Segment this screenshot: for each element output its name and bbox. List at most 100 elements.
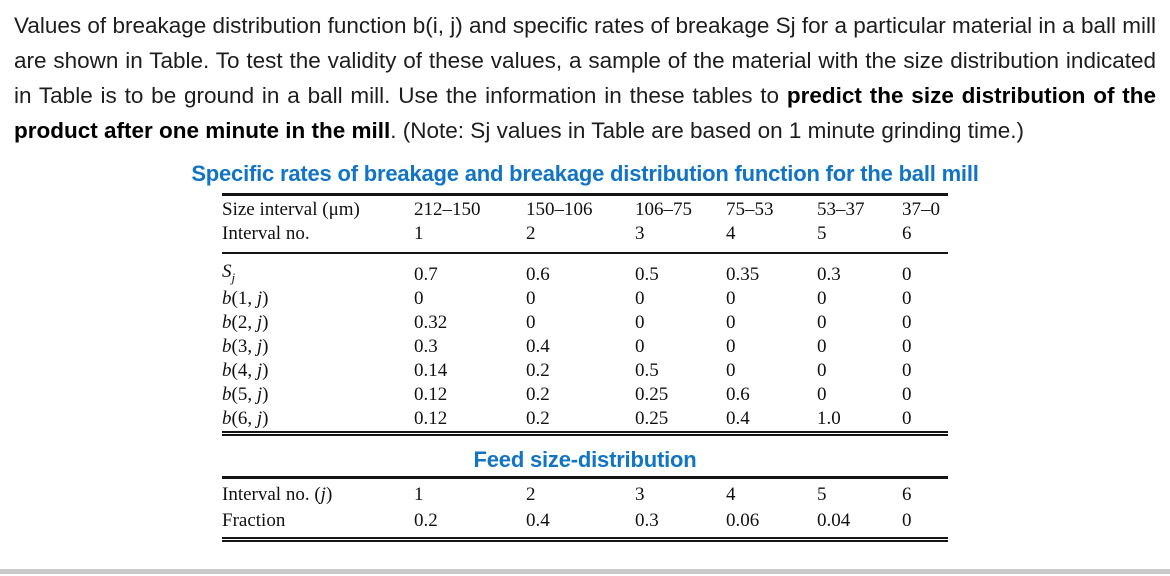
cell-value: 0.32 bbox=[414, 311, 448, 333]
cell-value: 0.2 bbox=[526, 407, 550, 429]
cell-value: 0 bbox=[526, 287, 536, 309]
cell-value: 2 bbox=[526, 222, 635, 254]
row-label-part: b bbox=[222, 407, 232, 429]
row-label: b(4, j) bbox=[222, 359, 414, 383]
cell-value: 0 bbox=[726, 287, 736, 309]
cell-value: 0 bbox=[902, 287, 912, 309]
cell-value: 0 bbox=[902, 407, 912, 429]
b4-row: b(4, j) 0.14 0.2 0.5 0 0 0 bbox=[222, 359, 948, 383]
feed-fraction-row: Fraction 0.2 0.4 0.3 0.06 0.04 0 bbox=[222, 508, 948, 540]
cell-value: 0.7 bbox=[414, 263, 438, 285]
row-label-part: b bbox=[222, 311, 232, 333]
feed-table: Interval no. (j) 1 2 3 4 5 6 Fraction 0.… bbox=[222, 475, 948, 542]
cell-value: 0.5 bbox=[635, 359, 659, 381]
row-label-part: j bbox=[256, 383, 263, 405]
feed-interval-row: Interval no. (j) 1 2 3 4 5 6 bbox=[222, 477, 948, 508]
cell-value: 0 bbox=[817, 287, 827, 309]
cell-value: 0 bbox=[635, 287, 645, 309]
cell-value: 0.3 bbox=[414, 335, 438, 357]
row-label-part: j bbox=[256, 287, 263, 309]
cell-value: 0.4 bbox=[726, 407, 750, 429]
row-label-part: j bbox=[256, 407, 263, 429]
cell-value: 6 bbox=[902, 222, 948, 254]
cell-value: 0 bbox=[902, 263, 912, 285]
row-label: b(2, j) bbox=[222, 311, 414, 335]
cell-value: 0.2 bbox=[526, 359, 550, 381]
cell-value: 0 bbox=[726, 311, 736, 333]
cell-value: 37–0 bbox=[902, 199, 940, 220]
document-page: Values of breakage distribution function… bbox=[0, 8, 1170, 574]
b5-row: b(5, j) 0.12 0.2 0.25 0.6 0 0 bbox=[222, 383, 948, 407]
row-label-part: (1, bbox=[231, 287, 257, 309]
cell-value: 2 bbox=[526, 483, 536, 505]
row-label-part: (5, bbox=[231, 383, 257, 405]
cell-value: 0 bbox=[635, 335, 645, 357]
row-label: Size interval (μm) bbox=[222, 199, 360, 220]
row-label-part: (2, bbox=[231, 311, 257, 333]
row-label-part: b bbox=[222, 359, 232, 381]
cell-value: 0 bbox=[817, 383, 827, 405]
cell-value: 212–150 bbox=[414, 199, 481, 220]
cell-value: 0.3 bbox=[817, 263, 841, 285]
sj-row: Sj 0.7 0.6 0.5 0.35 0.3 0 bbox=[222, 253, 948, 287]
row-label: b(1, j) bbox=[222, 287, 414, 311]
cell-value: 0 bbox=[902, 311, 912, 333]
row-label-part: ) bbox=[262, 383, 269, 405]
cell-value: 0 bbox=[726, 335, 736, 357]
cell-value: 0.5 bbox=[635, 263, 659, 285]
row-label-part: ) bbox=[262, 407, 269, 429]
cell-value: 0.04 bbox=[817, 509, 851, 531]
row-label-part: S bbox=[222, 261, 232, 282]
row-label-part: j bbox=[320, 483, 326, 505]
row-label-part: j bbox=[256, 311, 263, 333]
problem-statement: Values of breakage distribution function… bbox=[14, 8, 1156, 148]
breakage-table-title: Specific rates of breakage and breakage … bbox=[191, 161, 979, 186]
cell-value: 0.2 bbox=[526, 383, 550, 405]
row-label-part: (3, bbox=[231, 335, 257, 357]
size-interval-row: Size interval (μm) 212–150 150–106 106–7… bbox=[222, 195, 948, 223]
cell-value: 6 bbox=[902, 483, 912, 505]
problem-text-note: . (Note: Sj values in Table are based on… bbox=[390, 118, 1024, 143]
cell-value: 0.6 bbox=[726, 383, 750, 405]
tables-section: Specific rates of breakage and breakage … bbox=[155, 161, 1015, 542]
interval-no-row: Interval no. 1 2 3 4 5 6 bbox=[222, 222, 948, 254]
row-label: Interval no. (j) bbox=[222, 477, 414, 508]
cell-value: 0 bbox=[817, 359, 827, 381]
row-label: Fraction bbox=[222, 509, 286, 531]
row-label: b(3, j) bbox=[222, 335, 414, 359]
row-label-part: (6, bbox=[231, 407, 257, 429]
cell-value: 5 bbox=[817, 483, 827, 505]
row-label-part: j bbox=[256, 359, 263, 381]
problem-text-lead: Values of breakage distribution function… bbox=[14, 13, 1156, 108]
cell-value: 106–75 bbox=[635, 199, 692, 220]
cell-value: 4 bbox=[726, 483, 736, 505]
row-label-part: ) bbox=[262, 359, 269, 381]
problem-text-bold: predict the size distribution of the pro… bbox=[14, 83, 1157, 143]
cell-value: 0.12 bbox=[414, 383, 448, 405]
cell-value: 1 bbox=[414, 483, 424, 505]
row-label-part: b bbox=[222, 287, 232, 309]
b6-row: b(6, j) 0.12 0.2 0.25 0.4 1.0 0 bbox=[222, 407, 948, 434]
cell-value: 0 bbox=[902, 359, 912, 381]
row-label-part: (4, bbox=[231, 359, 257, 381]
row-label-part: Interval no. ( bbox=[222, 483, 321, 505]
cell-value: 0.25 bbox=[635, 383, 669, 405]
cell-value: 0.14 bbox=[414, 359, 448, 381]
cell-value: 0.35 bbox=[726, 263, 760, 285]
bottom-divider-bar bbox=[0, 569, 1170, 574]
cell-value: 0.4 bbox=[526, 509, 550, 531]
cell-value: 0 bbox=[526, 311, 536, 333]
cell-value: 3 bbox=[635, 222, 726, 254]
cell-value: 0.6 bbox=[526, 263, 550, 285]
cell-value: 0.25 bbox=[635, 407, 669, 429]
row-label-subscript: j bbox=[231, 269, 236, 285]
cell-value: 0 bbox=[817, 311, 827, 333]
cell-value: 0.3 bbox=[635, 509, 659, 531]
row-label-part: j bbox=[256, 335, 263, 357]
row-label: Interval no. bbox=[222, 222, 414, 254]
cell-value: 0.2 bbox=[414, 509, 438, 531]
cell-value: 0 bbox=[902, 335, 912, 357]
cell-value: 0.12 bbox=[414, 407, 448, 429]
cell-value: 0.06 bbox=[726, 509, 760, 531]
cell-value: 53–37 bbox=[817, 199, 865, 220]
